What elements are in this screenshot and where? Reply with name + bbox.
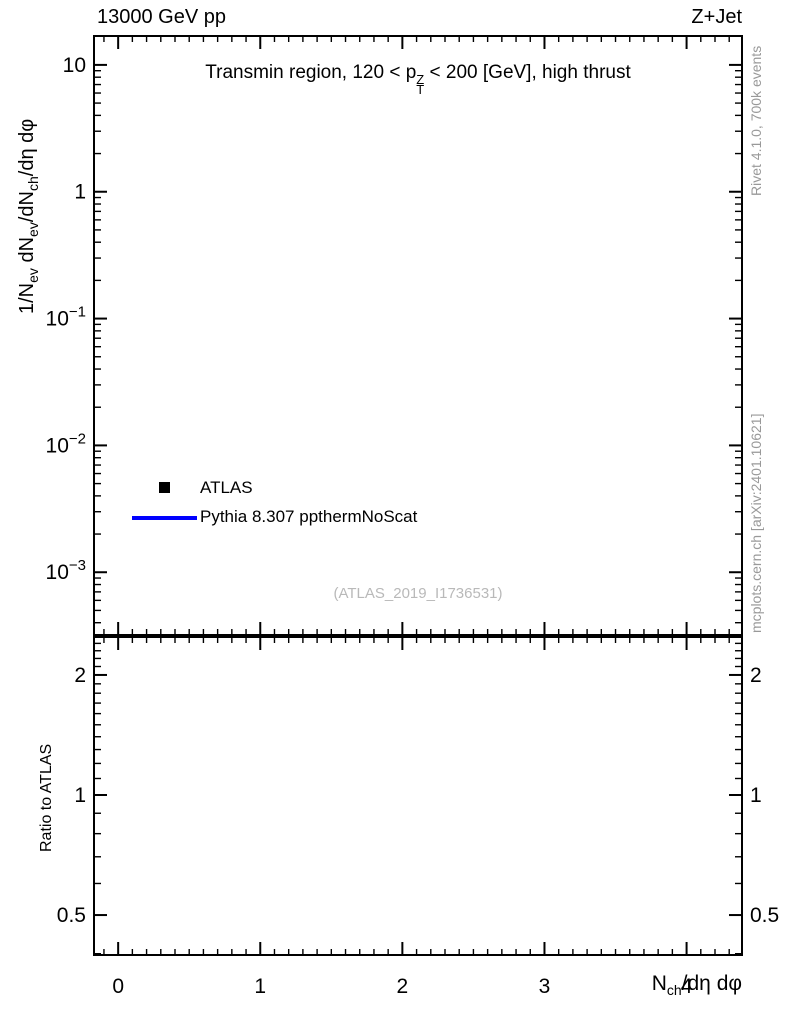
mcplots-arxiv-note: mcplots.cern.ch [arXiv:2401.10621]	[748, 413, 764, 633]
svg-text:0: 0	[112, 975, 124, 998]
svg-text:0.5: 0.5	[750, 904, 779, 927]
subtitle-text: Transmin region, 120 < p	[205, 62, 417, 83]
atlas-square-marker-icon	[159, 482, 170, 493]
svg-text:0.5: 0.5	[57, 904, 86, 927]
svg-text:4: 4	[681, 975, 693, 998]
svg-text:2: 2	[74, 664, 86, 687]
process-title: Z+Jet	[691, 6, 742, 28]
svg-text:10−2: 10−2	[46, 430, 86, 457]
ratio-y-axis-label: Ratio to ATLAS	[38, 743, 55, 852]
svg-text:10: 10	[63, 54, 86, 77]
svg-text:2: 2	[750, 664, 762, 687]
svg-text:3: 3	[539, 975, 551, 998]
svg-text:1: 1	[74, 784, 86, 807]
pythia-line-marker-icon	[132, 516, 197, 520]
svg-text:2: 2	[397, 975, 409, 998]
svg-text:1: 1	[254, 975, 266, 998]
svg-text:10−1: 10−1	[46, 304, 86, 331]
rivet-version-note: Rivet 4.1.0, 700k events	[748, 45, 764, 196]
legend-label-pythia: Pythia 8.307 ppthermNoScat	[200, 507, 418, 526]
main-y-axis-label: 1/Nev dNev/dNch/dη dφ	[16, 118, 41, 314]
beam-energy-title: 13000 GeV pp	[97, 6, 226, 28]
analysis-id-watermark: (ATLAS_2019_I1736531)	[333, 585, 503, 602]
legend-label-atlas: ATLAS	[200, 478, 253, 497]
x-axis-label: Nch/dη dφ	[651, 972, 742, 999]
svg-text:1: 1	[74, 181, 86, 204]
svg-text:1: 1	[750, 784, 762, 807]
svg-text:10−3: 10−3	[46, 557, 86, 584]
